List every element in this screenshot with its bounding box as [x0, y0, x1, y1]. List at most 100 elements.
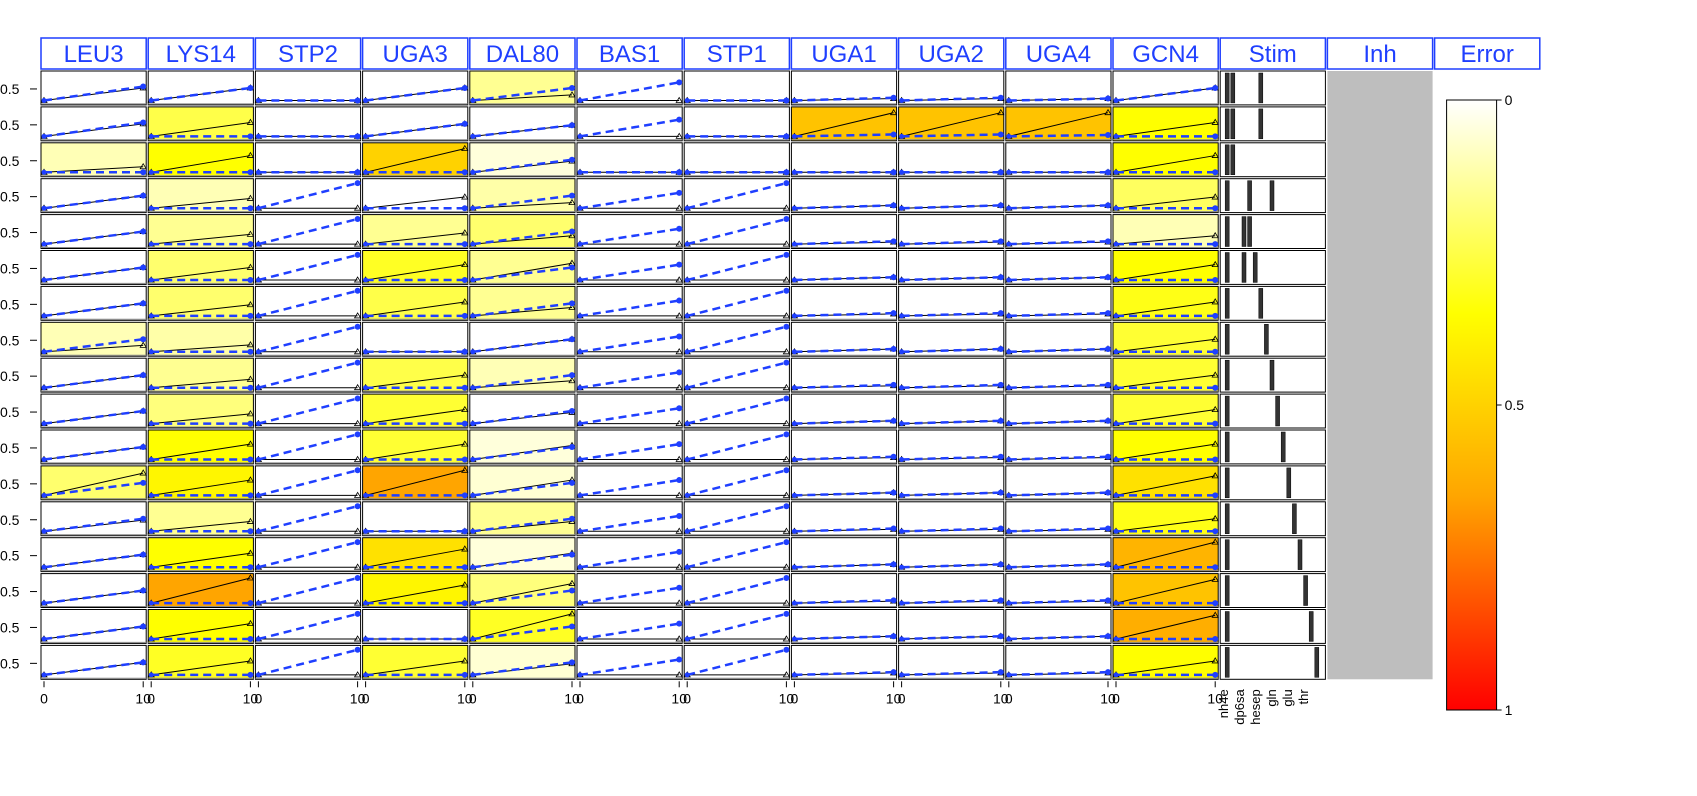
fitted-start-point	[470, 528, 476, 534]
fitted-start-point	[148, 492, 154, 498]
fitted-line	[472, 553, 573, 569]
fitted-end-point	[890, 346, 897, 353]
panel-cell	[254, 142, 362, 178]
stim-cell	[1219, 214, 1326, 250]
fitted-start-point	[1006, 169, 1012, 175]
measured-end-marker	[246, 410, 255, 417]
panel-cell	[362, 429, 469, 465]
panel-cell	[1112, 573, 1219, 608]
fitted-end-point	[1105, 669, 1111, 676]
panel-cell	[40, 106, 147, 142]
stim-bar	[1314, 647, 1320, 678]
fitted-end-point	[140, 479, 147, 486]
column-header-box	[1219, 37, 1327, 70]
stim-bar	[1258, 72, 1264, 104]
fitted-end-point	[1105, 95, 1111, 102]
fitted-line	[1008, 275, 1109, 282]
fitted-line	[43, 589, 144, 605]
fitted-start-point	[470, 672, 476, 678]
panel-cell	[576, 250, 683, 285]
fitted-start-point	[470, 492, 476, 498]
fitted-line	[258, 217, 358, 246]
x-tick-label: 0	[40, 690, 48, 706]
stim-bar	[1303, 575, 1308, 606]
fitted-end-point	[1105, 633, 1111, 640]
x-tick-label: 10	[886, 690, 902, 706]
fitted-start-point	[255, 528, 261, 534]
fitted-start-point	[1006, 492, 1012, 498]
fitted-end-point	[890, 525, 897, 532]
column-header-box	[897, 37, 1005, 70]
fitted-start-point	[363, 241, 369, 247]
measured-end-marker	[461, 260, 469, 268]
fitted-end-point	[676, 656, 683, 663]
fitted-end-point	[140, 192, 147, 199]
panel-cell	[1112, 70, 1219, 106]
fitted-end-point	[783, 431, 790, 438]
fitted-end-point	[461, 492, 468, 499]
row-tick-label: 0.5	[0, 332, 20, 348]
fitted-start-point	[470, 169, 476, 175]
panel-cell	[576, 465, 683, 501]
measured-end-marker	[889, 108, 898, 116]
fitted-start-point	[684, 313, 690, 319]
fitted-line	[258, 540, 358, 569]
panel-cell	[254, 178, 362, 214]
fitted-start-point	[41, 277, 47, 283]
panel-cell	[40, 573, 147, 608]
fitted-line	[472, 589, 573, 605]
fitted-end-point	[997, 525, 1004, 532]
fitted-line	[43, 445, 144, 461]
fitted-start-point	[41, 205, 47, 211]
fitted-end-point	[569, 408, 575, 415]
measured-end-marker	[782, 419, 791, 427]
fitted-line	[686, 217, 787, 246]
measured-end-marker	[353, 312, 362, 319]
fitted-start-point	[470, 313, 476, 319]
colorbar-tick-label: 0.5	[1505, 397, 1525, 413]
fitted-end-point	[247, 420, 254, 427]
measured-end-marker	[246, 263, 255, 270]
fitted-start-point	[470, 457, 476, 463]
fitted-end-point	[997, 597, 1004, 604]
fitted-line	[686, 540, 787, 569]
inhibitor-block	[1327, 71, 1433, 680]
panel-cell	[469, 644, 576, 680]
panel-cell	[1112, 644, 1219, 680]
fitted-start-point	[899, 385, 905, 391]
colorbar-tick-label: 0	[1505, 92, 1513, 108]
fitted-line	[258, 397, 358, 425]
stim-bar	[1275, 395, 1280, 427]
fitted-start-point	[791, 528, 797, 534]
colorbar-rect	[1446, 99, 1498, 711]
panel-cell	[40, 70, 147, 106]
panel-cell	[683, 609, 790, 644]
fitted-start-point	[1006, 636, 1012, 642]
fitted-start-point	[363, 492, 369, 498]
fitted-end-point	[354, 359, 361, 366]
fitted-start-point	[255, 98, 261, 104]
panel-cell	[469, 573, 576, 608]
panel-cell	[683, 250, 790, 285]
panel-cell	[576, 178, 683, 214]
fitted-start-point	[791, 492, 797, 498]
stim-bar	[1224, 395, 1230, 427]
panel-cell	[147, 178, 254, 214]
measured-end-marker	[353, 563, 362, 570]
panel-cell	[254, 429, 362, 465]
row-tick-label: 0.5	[0, 189, 20, 205]
fitted-start-point	[684, 672, 690, 678]
panel-cell	[40, 250, 147, 285]
fitted-end-point	[461, 636, 468, 643]
fitted-start-point	[1113, 277, 1119, 283]
fitted-start-point	[684, 564, 690, 570]
panel-cell	[1112, 429, 1219, 465]
measured-end-marker	[246, 341, 255, 348]
measured-end-marker	[1211, 260, 1219, 268]
x-tick-label: 10	[350, 690, 366, 706]
fitted-line	[472, 625, 573, 641]
fitted-start-point	[148, 421, 154, 427]
row-tick-labels: 0.5 0.5 0.5 0.5 0.5 0.5 0.5 0.5 0.5 0.5 0.5 0.5 0.5 0…	[0, 81, 37, 671]
fitted-end-point	[1105, 561, 1111, 568]
fitted-start-point	[1006, 205, 1012, 211]
